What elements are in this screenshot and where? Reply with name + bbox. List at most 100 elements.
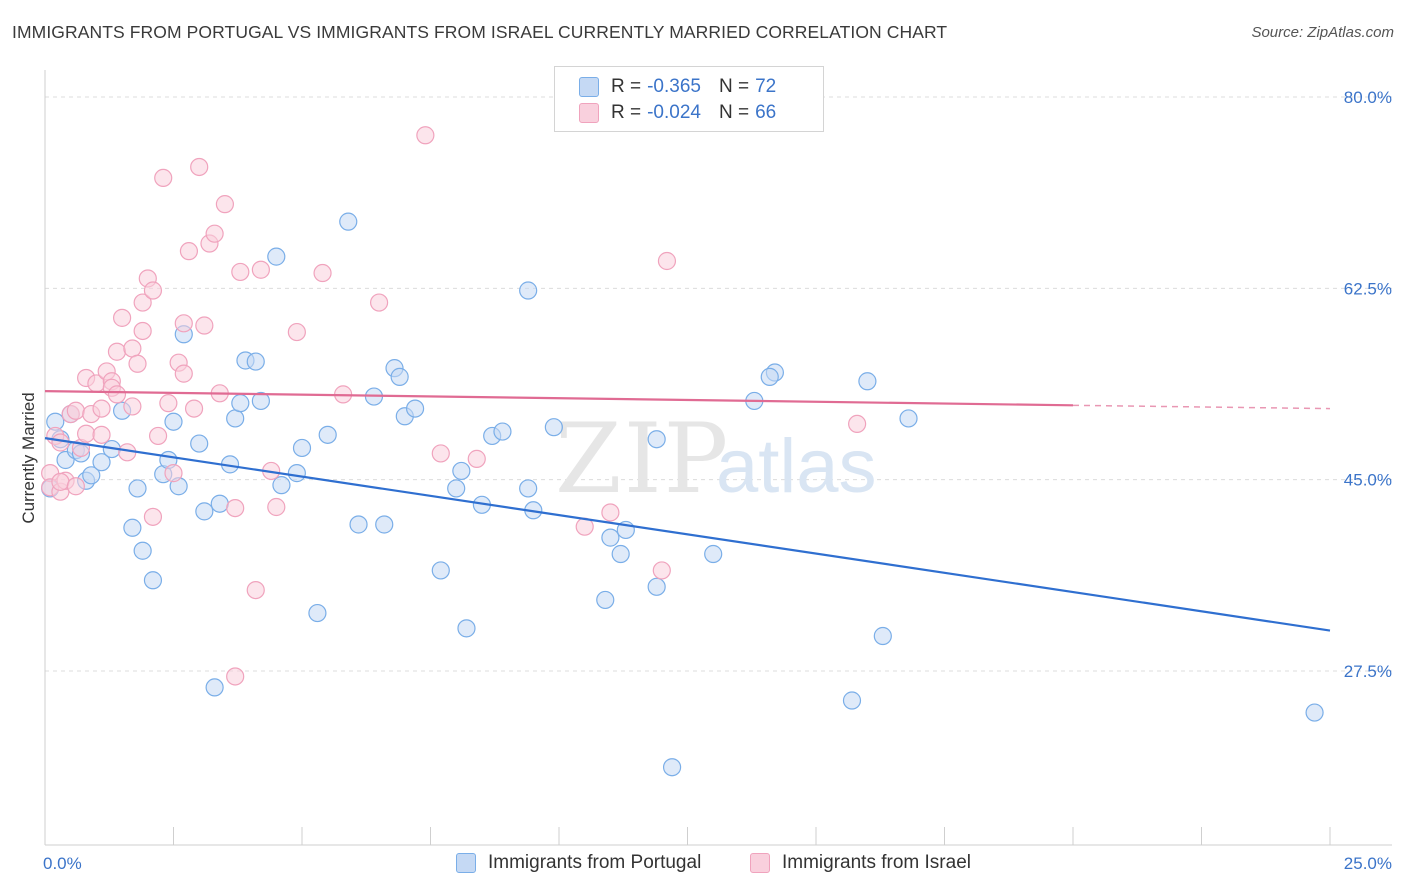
portugal-point [704,544,723,564]
israel-point [92,425,111,444]
portugal-point [662,758,682,777]
r-value: -0.365 [647,76,701,97]
grid-lines [45,96,1392,672]
israel-point [123,339,142,358]
legend-label-portugal: Immigrants from Portugal [488,852,702,873]
israel-point [148,426,168,446]
portugal-point [611,544,630,564]
portugal-point [226,409,245,428]
portugal-point [190,434,209,453]
r-label: R = [611,102,642,123]
israel-point [107,342,127,361]
israel-point [107,385,127,404]
israel-point [174,314,193,333]
portugal-point [519,281,538,300]
chart-title: IMMIGRANTS FROM PORTUGAL VS IMMIGRANTS F… [12,22,948,42]
portugal-point [519,479,538,498]
israel-point [66,477,85,496]
y-tick-label: 62.5% [1344,279,1392,298]
axes [44,70,1392,846]
israel-point [77,424,96,443]
portugal-swatch [579,77,599,97]
israel-point [190,157,209,177]
portugal-point [287,464,306,483]
portugal-point [205,678,224,697]
portugal-point [899,409,918,428]
israel-point [143,281,163,300]
portugal-point [246,352,265,371]
portugal-point [405,399,425,418]
portugal-point [123,518,142,537]
portugal-trend-line [44,437,1331,632]
portugal-point [339,212,358,231]
israel-point [467,449,486,468]
israel-point [215,195,234,214]
portugal-point [164,412,183,431]
portugal-point [292,438,312,458]
israel-point [431,444,450,463]
portugal-point [1305,703,1324,722]
portugal-point [195,502,214,521]
israel-point [159,394,178,413]
portugal-point [457,619,476,638]
israel-point [226,667,245,686]
legend-item-portugal[interactable]: Immigrants from Portugal [456,852,701,874]
portugal-point [544,418,563,437]
x-tick-label: 25.0% [1344,854,1392,873]
portugal-point [447,479,466,498]
legend-label-israel: Immigrants from Israel [782,852,971,873]
israel-point [416,126,435,145]
portugal-point [128,479,147,498]
portugal-point [143,571,163,590]
israel-point [601,503,620,522]
tick-labels: 27.5% 45.0% 62.5% 80.0% 0.0% 25.0% [43,88,1392,873]
watermark-zip: ZIP [555,403,730,515]
data-points [41,126,1324,777]
portugal-point [647,430,666,449]
legend-row-portugal: R = -0.365 N = 72 [579,75,794,99]
israel-point [179,242,199,261]
r-value: -0.024 [647,102,701,123]
portugal-point [760,367,779,386]
israel-trend-line [44,390,1074,407]
israel-point [133,293,152,312]
israel-point [184,399,204,418]
y-tick-label: 27.5% [1344,662,1392,681]
israel-point [51,433,70,452]
trend-lines [44,390,1331,632]
portugal-point [272,476,291,495]
portugal-point [231,394,250,413]
portugal-point [308,603,327,623]
n-value: 66 [755,102,777,123]
portugal-point [267,247,286,266]
x-tick-label: 0.0% [43,854,82,873]
israel-trend-extension [1072,404,1331,410]
israel-point [231,262,250,282]
israel-point [128,354,147,373]
portugal-point [133,541,152,560]
israel-point [112,308,132,327]
israel-point [848,414,867,434]
israel-point [154,168,173,188]
portugal-swatch [456,853,476,873]
watermark: ZIP atlas [555,403,877,515]
portugal-point [210,494,229,513]
portugal-point [452,461,471,481]
legend-item-israel[interactable]: Immigrants from Israel [750,852,971,874]
portugal-point [92,453,111,472]
israel-point [226,498,245,518]
portugal-point [375,515,394,534]
n-value: 72 [755,76,777,97]
portugal-point [431,561,450,580]
israel-point [246,580,265,600]
y-tick-label: 80.0% [1344,88,1392,107]
portugal-point [251,391,270,411]
israel-point [51,472,70,491]
n-label: N = [718,76,750,97]
israel-point [313,263,332,283]
portugal-point [858,372,877,391]
israel-point [92,399,111,418]
portugal-point [596,590,615,610]
israel-swatch [579,103,599,123]
